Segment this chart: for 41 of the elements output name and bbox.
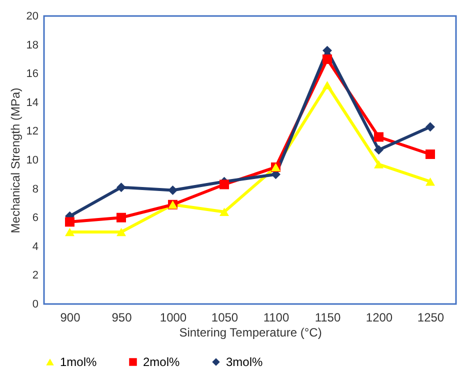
point — [374, 145, 384, 155]
x-tick-label: 1250 — [417, 310, 444, 324]
x-tick-label: 1100 — [263, 310, 290, 324]
x-axis-title: Sintering Temperature (°C) — [179, 326, 322, 340]
y-tick-label: 0 — [32, 298, 38, 310]
legend-label: 1mol% — [60, 355, 98, 369]
point — [374, 132, 384, 142]
y-tick-label: 6 — [32, 212, 38, 224]
x-tick-label: 900 — [60, 310, 81, 324]
point — [426, 122, 435, 132]
y-axis-title: Mechanical Strength (MPa) — [8, 88, 22, 234]
point — [116, 212, 126, 222]
legend-label: 3mol% — [226, 355, 264, 369]
point — [322, 81, 332, 90]
y-tick-label: 2 — [32, 270, 38, 282]
point — [426, 177, 435, 186]
x-tick-label: 1200 — [366, 310, 393, 324]
y-tick-label: 16 — [26, 68, 38, 80]
point — [65, 228, 74, 236]
x-tick-label: 1050 — [211, 310, 238, 324]
point — [220, 208, 229, 216]
point — [168, 185, 178, 195]
point — [374, 160, 384, 168]
x-tick-label: 1000 — [160, 310, 187, 324]
x-tick-label: 950 — [112, 310, 132, 324]
x-tick-label: 1150 — [314, 310, 341, 324]
y-tick-label: 10 — [26, 154, 38, 166]
point — [322, 46, 332, 56]
y-tick-label: 20 — [26, 10, 38, 22]
legend-label: 2mol% — [143, 355, 180, 369]
point — [426, 149, 435, 159]
point — [65, 217, 74, 227]
point — [116, 182, 126, 192]
point — [322, 54, 332, 64]
y-tick-label: 4 — [32, 240, 38, 253]
point — [116, 228, 126, 236]
y-tick-label: 8 — [32, 183, 38, 196]
y-tick-label: 18 — [26, 39, 38, 52]
y-tick-label: 14 — [26, 96, 38, 109]
y-tick-label: 12 — [26, 126, 38, 138]
point — [220, 180, 229, 190]
